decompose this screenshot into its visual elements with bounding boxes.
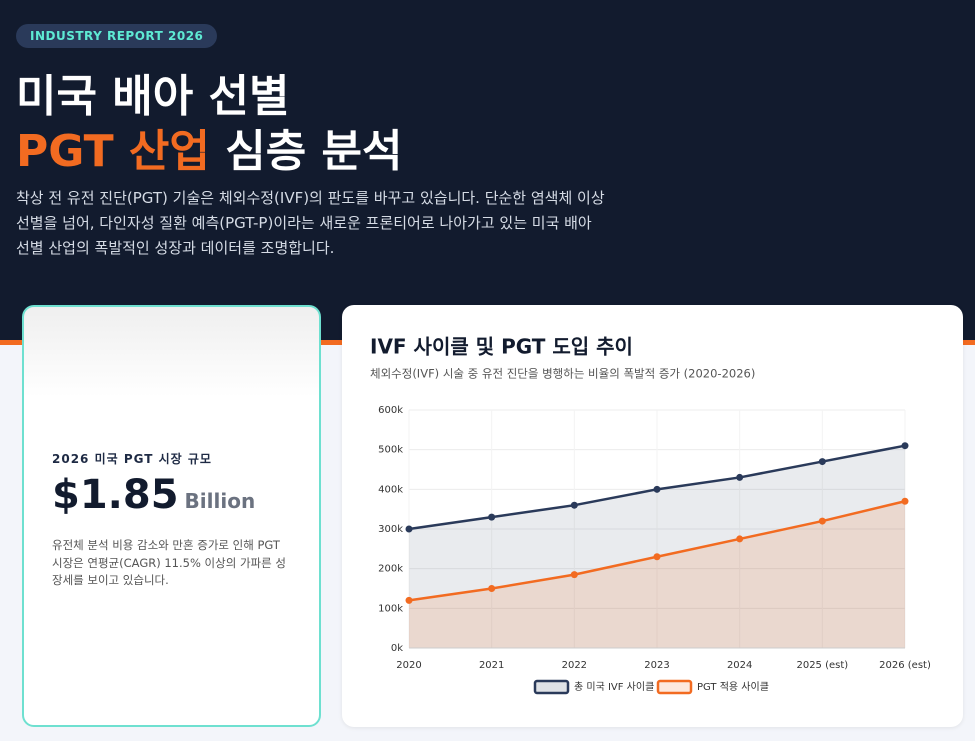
x-tick-label: 2024: [727, 660, 752, 671]
point: [570, 571, 578, 579]
y-tick-label: 0k: [391, 643, 403, 654]
y-tick-label: 100k: [378, 603, 403, 614]
legend-label: PGT 적용 사이클: [697, 681, 769, 693]
point: [818, 458, 826, 466]
legend-label: 총 미국 IVF 사이클: [574, 681, 654, 693]
point: [901, 497, 909, 505]
chart-card: IVF 사이클 및 PGT 도입 추이 체외수정(IVF) 시술 중 유전 진단…: [342, 305, 963, 727]
point: [736, 535, 744, 543]
stat-description: 유전체 분석 비용 감소와 만혼 증가로 인해 PGT 시장은 연평균(CAGR…: [52, 537, 286, 590]
point: [405, 596, 413, 604]
title-rest: 심층 분석: [225, 126, 403, 177]
description-line: 착상 전 유전 진단(PGT) 기술은 체외수정(IVF)의 판도를 바꾸고 있…: [16, 189, 605, 207]
legend-swatch: [656, 679, 693, 695]
point: [901, 442, 909, 450]
stat-description-line: 시장은 연평균(CAGR) 11.5% 이상의 가파른 성: [52, 555, 286, 570]
stat-label: 2026 미국 PGT 시장 규모: [52, 452, 212, 466]
point: [488, 513, 496, 521]
point: [488, 585, 496, 592]
x-tick-label: 2021: [479, 660, 504, 671]
x-tick-label: 2020: [396, 660, 421, 671]
x-tick-label: 2023: [644, 660, 669, 671]
point: [653, 485, 661, 493]
y-tick-label: 400k: [378, 484, 403, 495]
stat-card: 2026 미국 PGT 시장 규모 $1.85 Billion 유전체 분석 비용…: [22, 305, 321, 727]
legend-swatch: [533, 679, 570, 695]
point: [653, 553, 661, 561]
area: [409, 445, 905, 648]
area: [409, 501, 905, 648]
stat-number: $1.85: [52, 472, 179, 518]
hero: [0, 0, 975, 340]
x-tick-label: 2026 (est): [879, 660, 931, 671]
point: [570, 501, 578, 509]
stat-description-line: 유전체 분석 비용 감소와 만혼 증가로 인해 PGT: [52, 538, 280, 552]
y-tick-label: 600k: [378, 405, 403, 416]
description-line: 선별 산업의 폭발적인 성장과 데이터를 조명합니다.: [16, 239, 335, 257]
y-tick-label: 300k: [378, 524, 403, 535]
x-tick-label: 2022: [562, 660, 587, 671]
title: 미국 배아 선별: [16, 71, 290, 122]
badge: INDUSTRY REPORT 2026: [16, 24, 218, 48]
stat-unit: Billion: [184, 489, 256, 513]
description: 착상 전 유전 진단(PGT) 기술은 체외수정(IVF)의 판도를 바꾸고 있…: [16, 186, 605, 261]
point: [818, 517, 826, 525]
chart-title: IVF 사이클 및 PGT 도입 추이: [370, 335, 633, 359]
x-tick-label: 2025 (est): [796, 660, 848, 671]
description-line: 선별을 넘어, 다인자성 질환 예측(PGT-P)이라는 새로운 프론티어로 나…: [16, 214, 592, 232]
chart-subtitle: 체외수정(IVF) 시술 중 유전 진단을 병행하는 비율의 폭발적 증가 (2…: [370, 367, 755, 381]
title-highlight: PGT 산업: [16, 126, 210, 177]
point: [405, 525, 413, 533]
stat-value: $1.85 Billion: [52, 472, 255, 518]
stat-description-line: 장세를 보이고 있습니다.: [52, 573, 169, 587]
y-tick-label: 500k: [378, 445, 403, 456]
title: PGT 산업 심층 분석: [16, 115, 402, 179]
chart: IVF 사이클 및 PGT 도입 추이 체외수정(IVF) 시술 중 유전 진단…: [370, 335, 931, 695]
y-tick-label: 200k: [378, 564, 403, 575]
point: [736, 473, 744, 481]
